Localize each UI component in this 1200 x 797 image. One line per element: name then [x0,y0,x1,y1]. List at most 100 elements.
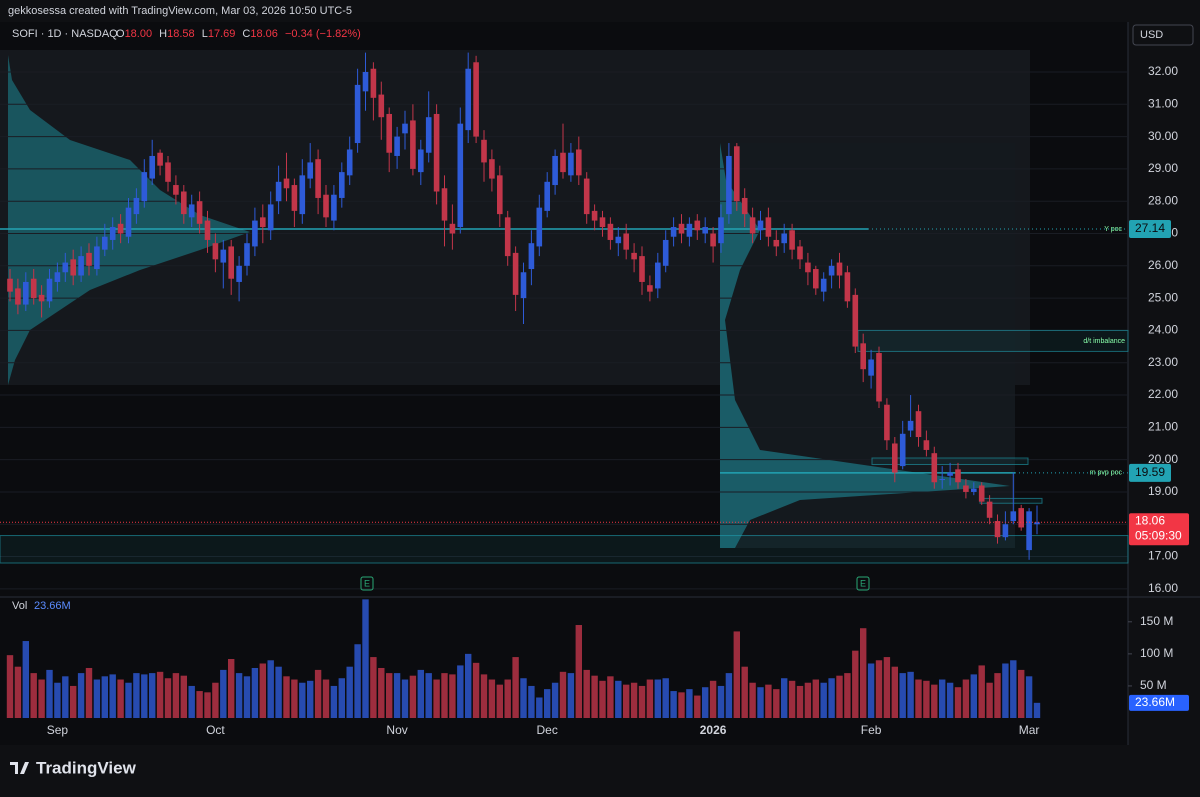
candle-body [828,265,835,276]
y-tick-label: 21.00 [1148,420,1178,434]
volume-bar [607,676,614,718]
volume-bar [85,667,93,718]
candle-body [615,236,622,244]
candle-body [1010,511,1017,522]
candle-body [457,123,464,228]
candle-body [331,194,337,221]
y-tick-label: 50 M [1140,678,1167,692]
candle-body [481,139,487,163]
volume-bar [259,663,266,718]
candle-body [734,146,740,202]
candle-body [291,185,298,211]
volume-bar [307,680,314,718]
volume-bar [322,679,330,718]
y-tick-label: 16.00 [1148,581,1178,595]
volume-bar [875,660,883,718]
volume-bar [156,671,164,718]
candle-body [915,411,922,438]
volume-bar [30,673,37,718]
volume-bar [338,678,345,718]
volume-bar [62,676,69,718]
y-tick-label: 23.00 [1148,355,1178,369]
countdown: 05:09:30 [1135,528,1182,542]
candle-body [378,94,385,118]
volume-bar [275,666,282,718]
volume-bar [386,673,393,718]
volume-bar [433,679,440,718]
candle-body [852,294,859,347]
currency-box[interactable] [1132,24,1194,46]
volume-bar [954,687,962,718]
y-tick-label: 25.00 [1148,290,1178,304]
volume-bar [852,650,859,718]
candle-body [441,188,448,221]
candle-body [394,136,400,156]
volume-bar [291,679,298,718]
candle-body [528,243,535,270]
candle-body [78,256,84,276]
volume-bar [22,641,29,718]
volume-bar [559,671,567,718]
candle-body [1002,524,1009,538]
candle-body [109,227,116,240]
level-label: m pvp poc [1090,470,1123,477]
volume-bar [686,689,693,718]
candle-body [773,239,780,247]
candle-body [741,197,748,215]
volume-bar [575,625,582,718]
ohlc-label: O [116,28,125,40]
candle-body [181,191,187,215]
candle-body [275,181,282,202]
x-tick-label: Oct [206,723,225,737]
candle-body [662,239,669,266]
volume-bar [109,674,116,718]
volume-bar [346,666,353,718]
volume-bar [804,682,812,718]
volume-bar [741,666,748,718]
brand: TradingView [36,758,137,777]
candle-body [23,281,29,305]
volume-bar [725,673,733,718]
volume-bar [164,678,172,718]
volume-bar [449,674,456,718]
currency[interactable]: USD [1140,29,1163,41]
candle-body [260,217,266,228]
candle-body [813,269,819,289]
volume-bar [362,599,369,718]
candle-body [125,207,132,237]
candle-body [868,359,874,376]
zone-label: d/t imbalance [1083,338,1125,345]
candle-body [647,285,653,292]
volume-bar [773,689,780,718]
candle-body [797,246,803,260]
volume-bar [1025,676,1033,718]
candle-body [892,443,898,473]
candle-body [639,256,645,282]
volume-bar [330,685,338,718]
candle-body [267,204,274,231]
candle-body [844,272,851,302]
volume-bar [14,666,22,718]
volume-bar [939,679,946,718]
volume-bar [544,689,551,718]
candle-body [994,521,1001,538]
ohlc-value: 18.58 [167,28,195,40]
volume-bar [891,666,898,718]
volume-bar [378,667,385,718]
price-label: 19.59 [1135,465,1165,479]
x-tick-label: Nov [386,723,407,737]
volume-bar [512,657,519,718]
candle-body [307,162,313,179]
volume-bar [204,692,211,718]
volume-bar [93,679,101,718]
volume-bar [133,673,140,718]
candle-body [220,249,227,263]
y-tick-label: 19.00 [1148,484,1178,498]
brand-logo [10,762,29,774]
y-tick-label: 24.00 [1148,323,1178,337]
candle-body [228,246,234,279]
candle-body [94,246,100,270]
volume-bar [457,665,464,718]
volume-bar [425,673,432,718]
volume-bar [765,684,772,718]
